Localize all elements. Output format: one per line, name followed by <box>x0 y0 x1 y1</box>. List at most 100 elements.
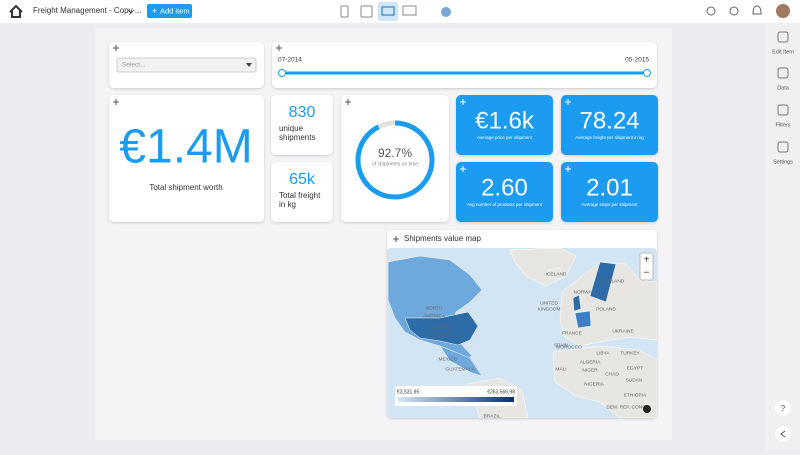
notification-icon[interactable] <box>752 5 762 15</box>
map-label: CHAD <box>605 371 619 377</box>
card <box>272 42 657 88</box>
map-label: GUATEMALA <box>445 366 475 372</box>
donut-arc <box>355 120 435 200</box>
map-label: BRAZIL <box>484 413 501 419</box>
kpi-value: 830 <box>289 104 316 121</box>
history-icon[interactable] <box>729 6 739 16</box>
avatar[interactable] <box>776 4 790 18</box>
add-icon: + <box>152 6 157 16</box>
map-label: POLAND <box>596 306 616 312</box>
map-label: SUDAN <box>626 377 643 383</box>
slider-handle-end[interactable] <box>643 69 651 77</box>
card <box>456 162 553 222</box>
map-label: TURKEY <box>620 350 640 356</box>
map-info[interactable] <box>643 405 651 413</box>
map-label: MOROCCO <box>556 344 582 350</box>
home-icon[interactable] <box>9 4 23 18</box>
map-label: NIGER <box>582 367 598 373</box>
collapse-button[interactable] <box>775 426 791 442</box>
add-item-label[interactable]: Add item <box>160 6 190 15</box>
select-placeholder: Select... <box>122 62 146 69</box>
desktop-view[interactable] <box>402 5 417 16</box>
map-label: SPAIN <box>554 342 569 348</box>
tile-value: €1.6k <box>475 107 535 134</box>
zoom-out[interactable]: − <box>644 268 650 279</box>
dashboard-title[interactable]: Freight Management - Copy ... <box>33 6 142 15</box>
card <box>456 95 553 155</box>
donut-label: 92.7% <box>378 146 412 160</box>
title-menu[interactable] <box>127 9 135 14</box>
donut-caption: of shipments on time <box>372 161 418 167</box>
laptop-view[interactable] <box>378 2 398 21</box>
tile-label: Average stops per shipment <box>582 202 639 207</box>
kpi-label: Total shipment worth <box>149 183 222 192</box>
map-label: ALGERIA <box>580 359 602 365</box>
sidebar-icon[interactable] <box>777 141 789 153</box>
move-handle[interactable] <box>113 45 119 51</box>
laptop-icon <box>381 6 395 16</box>
move-handle[interactable] <box>565 166 571 172</box>
phone-view[interactable] <box>340 5 349 18</box>
tile-value: 2.60 <box>481 174 528 201</box>
map-label: ETHIOPIA <box>624 392 647 398</box>
legend-max: €263,566.98 <box>487 389 515 395</box>
legend-min: €3,531.95 <box>397 389 419 395</box>
move-handle[interactable] <box>460 166 466 172</box>
legend-scale <box>398 397 514 402</box>
help-button[interactable] <box>775 400 791 416</box>
zoom-control[interactable] <box>639 252 654 281</box>
map-label: STATES <box>434 332 452 338</box>
slider-end: 05-2015 <box>625 57 649 64</box>
map-label: UKRAINE <box>612 328 633 334</box>
map-label: DEM. REP. CONGO <box>606 404 650 410</box>
tile-value: 2.01 <box>586 174 633 201</box>
sidebar-icon[interactable] <box>777 104 789 116</box>
move-handle[interactable] <box>113 99 119 105</box>
move-handle[interactable] <box>565 99 571 105</box>
sidebar-icon[interactable] <box>777 67 789 79</box>
region-iceland <box>547 267 563 280</box>
map-label: EGYPT <box>627 365 643 371</box>
card <box>561 95 658 155</box>
region-france <box>574 310 592 329</box>
sidebar <box>765 23 800 450</box>
move-handle[interactable] <box>276 45 282 51</box>
map-label: AMERICA <box>423 313 446 319</box>
select-arrow <box>246 63 252 67</box>
region-north-america <box>387 255 483 361</box>
map-label: MEXICO <box>439 356 458 362</box>
map-label: UNITED <box>434 324 452 330</box>
card <box>341 95 449 222</box>
share-icon[interactable] <box>706 6 716 16</box>
sidebar-label: Settings <box>773 159 793 165</box>
region-mexico <box>439 345 483 377</box>
slider-handle-start[interactable] <box>278 69 286 77</box>
map-label: FRANCE <box>562 330 582 336</box>
sidebar-icon[interactable] <box>777 31 789 43</box>
map-label: NIGERIA <box>584 381 605 387</box>
map-label: FINLAND <box>604 278 625 284</box>
kpi-value: 65k <box>289 171 316 188</box>
kpi-value: €1.4M <box>119 121 252 174</box>
zoom-in[interactable]: + <box>644 255 650 266</box>
move-handle[interactable] <box>393 236 399 242</box>
region-africa <box>552 345 657 418</box>
collapse-icon <box>780 430 786 438</box>
region-united-states <box>404 311 479 346</box>
map-label: ICELAND <box>546 271 567 277</box>
move-handle[interactable] <box>345 99 351 105</box>
region-scandinavia <box>589 261 617 303</box>
sidebar-label: Data <box>777 85 790 91</box>
map-label: KINGDOM <box>538 306 561 312</box>
sidebar-label: Filters <box>776 122 791 128</box>
move-handle[interactable] <box>460 99 466 105</box>
card <box>271 95 333 155</box>
language-icon[interactable] <box>441 7 451 17</box>
region-uk <box>572 294 582 312</box>
select-box[interactable] <box>116 57 257 73</box>
tablet-view[interactable] <box>360 5 373 18</box>
add-item-button[interactable] <box>147 4 192 18</box>
map-label: NORTH <box>426 305 444 311</box>
kpi-label: unique <box>279 124 304 133</box>
